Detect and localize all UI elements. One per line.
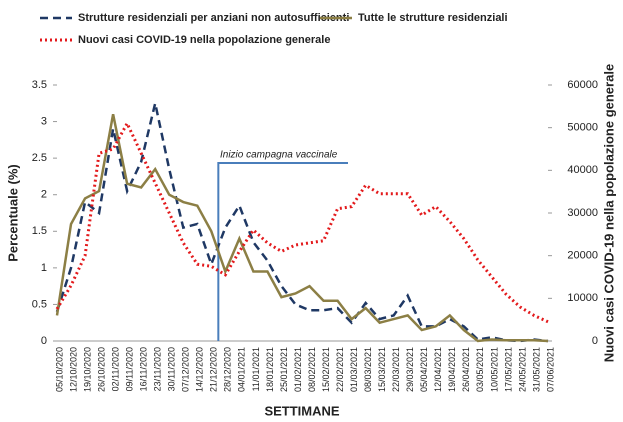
x-tick-label: 05/10/2020 [54, 347, 64, 392]
x-tick-label: 05/04/2021 [419, 347, 429, 392]
x-tick-label: 28/12/2020 [223, 347, 233, 392]
y2-tick-label: 30000 [567, 207, 598, 219]
x-tick-label: 25/01/2021 [279, 347, 289, 392]
x-tick-label: 08/02/2021 [307, 347, 317, 392]
x-tick-label: 07/06/2021 [545, 347, 555, 392]
x-tick-label: 08/03/2021 [363, 347, 373, 392]
series-line [55, 102, 549, 343]
x-tick-label: 26/04/2021 [461, 347, 471, 392]
x-tick-label: 03/05/2021 [475, 347, 485, 392]
series-line [55, 120, 549, 324]
y2-tick-label: 60000 [567, 79, 598, 91]
y-axis-label: Percentuale (%) [5, 164, 20, 262]
x-tick-label: 19/10/2020 [82, 347, 92, 392]
x-tick-label: 16/11/2020 [139, 347, 149, 391]
y-tick-label: 0.5 [32, 298, 47, 310]
y-tick-label: 1.5 [32, 225, 47, 237]
x-tick-label: 15/03/2021 [377, 347, 387, 392]
y-tick-label: 2 [41, 189, 47, 201]
x-tick-label: 14/12/2020 [195, 347, 205, 392]
x-tick-label: 01/03/2021 [349, 347, 359, 392]
x-tick-label: 30/11/2020 [167, 347, 177, 391]
x-tick-label: 24/05/2021 [517, 347, 527, 392]
legend-label: Strutture residenziali per anziani non a… [78, 12, 349, 24]
annotation: Inizio campagna vaccinale [220, 150, 338, 161]
y2-tick-label: 20000 [567, 250, 598, 262]
y-tick-label: 0 [41, 335, 47, 347]
y2-tick-label: 40000 [567, 164, 598, 176]
x-tick-label: 23/11/2020 [153, 347, 163, 391]
y2-tick-label: 0 [592, 335, 598, 347]
x-tick-label: 22/02/2021 [335, 347, 345, 392]
x-tick-label: 26/10/2020 [96, 347, 106, 392]
legend-label: Nuovi casi COVID-19 nella popolazione ge… [78, 34, 330, 46]
x-tick-label: 01/02/2021 [293, 347, 303, 392]
y2-tick-label: 10000 [567, 292, 598, 304]
x-axis-label: SETTIMANE [264, 403, 339, 418]
series-line [55, 114, 549, 343]
y-tick-label: 3.5 [32, 79, 47, 91]
x-tick-label: 07/12/2020 [181, 347, 191, 392]
x-tick-label: 11/01/2021 [251, 347, 261, 391]
x-tick-label: 17/05/2021 [503, 347, 513, 392]
x-tick-label: 19/04/2021 [447, 347, 457, 392]
legend-label: Tutte le strutture residenziali [358, 12, 508, 24]
x-tick-label: 29/03/2021 [405, 347, 415, 392]
x-tick-label: 15/02/2021 [321, 347, 331, 392]
y2-tick-label: 50000 [567, 122, 598, 134]
y2-axis-label: Nuovi casi COVID-19 nella popolazione ge… [601, 64, 616, 362]
x-tick-label: 12/10/2020 [68, 347, 78, 392]
x-tick-label: 10/05/2021 [489, 347, 499, 392]
x-tick-label: 18/01/2021 [265, 347, 275, 392]
y-tick-label: 2.5 [32, 152, 47, 164]
x-tick-label: 22/03/2021 [391, 347, 401, 392]
x-tick-label: 12/04/2021 [433, 347, 443, 392]
x-tick-label: 31/05/2021 [531, 347, 541, 392]
x-tick-label: 04/01/2021 [237, 347, 247, 392]
x-tick-label: 09/11/2020 [125, 347, 135, 391]
annotation-line [217, 162, 348, 341]
y-tick-label: 1 [41, 262, 47, 274]
x-tick-label: 21/12/2020 [209, 347, 219, 392]
x-tick-label: 02/11/2020 [110, 347, 120, 391]
y-tick-label: 3 [41, 115, 47, 127]
